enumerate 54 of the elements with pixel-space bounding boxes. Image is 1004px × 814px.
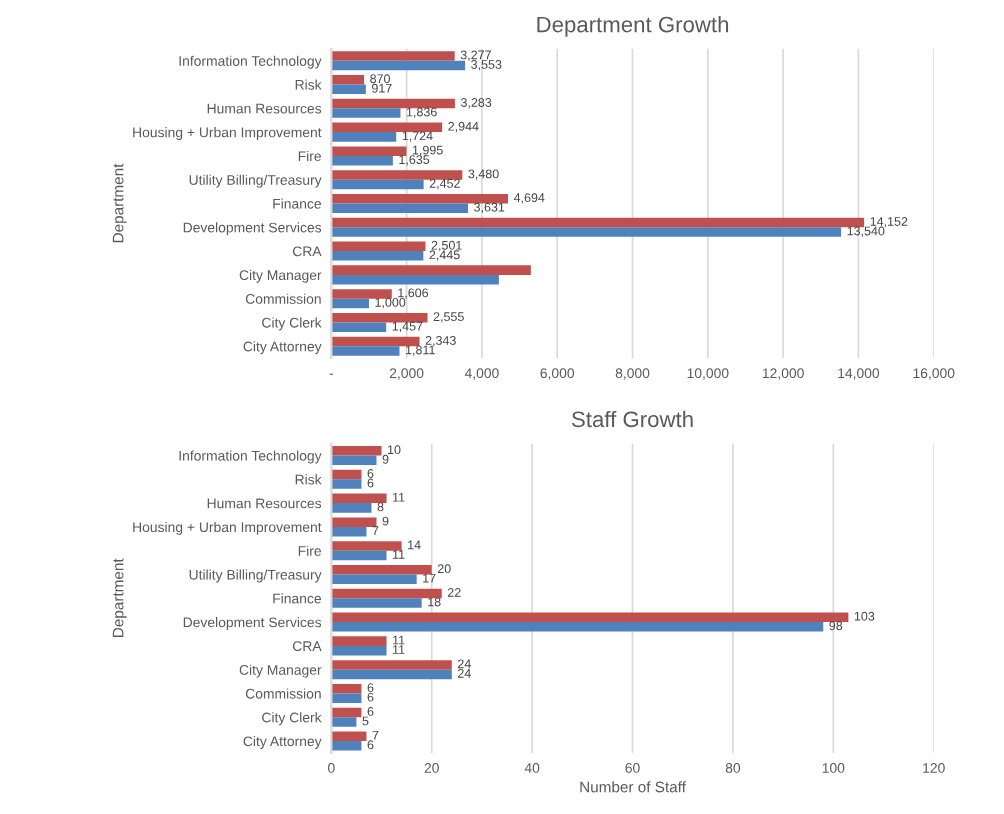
bar	[331, 541, 402, 551]
chart-title: Department Growth	[537, 16, 729, 37]
bar	[331, 84, 366, 95]
bar	[331, 479, 362, 489]
bar	[331, 741, 362, 751]
bar	[331, 265, 531, 275]
bar	[331, 241, 426, 252]
bar	[331, 469, 362, 480]
bar	[331, 622, 824, 632]
bar	[331, 636, 387, 646]
bar	[331, 336, 420, 347]
bar	[331, 683, 362, 694]
bar	[331, 170, 463, 180]
bar	[331, 227, 842, 237]
bar	[331, 660, 452, 670]
bar	[331, 217, 865, 228]
bar	[331, 574, 417, 585]
bar	[331, 60, 466, 71]
bar	[331, 717, 357, 727]
bar	[331, 446, 382, 456]
bar	[331, 612, 849, 623]
bar	[331, 346, 400, 356]
bar	[331, 645, 387, 656]
bar	[331, 155, 393, 166]
bar	[331, 108, 401, 118]
bar	[331, 122, 443, 133]
bar	[331, 588, 442, 599]
bar	[331, 707, 362, 718]
bar	[331, 179, 424, 190]
bar	[331, 51, 455, 61]
bar	[331, 517, 377, 527]
bar	[331, 322, 387, 332]
chart-title: Staff Growth	[571, 410, 693, 428]
bar	[331, 132, 397, 142]
bar	[331, 564, 432, 575]
bar	[331, 274, 499, 285]
bar	[331, 298, 369, 309]
bar	[331, 98, 455, 109]
bar	[331, 455, 377, 466]
bar	[331, 312, 428, 323]
bar	[331, 493, 387, 504]
bar	[331, 598, 422, 608]
bar	[331, 550, 387, 561]
bar	[331, 75, 365, 85]
bar	[331, 251, 424, 261]
bar	[331, 289, 392, 299]
bar	[331, 731, 367, 742]
bar	[331, 203, 469, 214]
bar	[331, 193, 509, 204]
bar	[331, 669, 452, 680]
bar	[331, 526, 367, 537]
bar	[331, 146, 407, 156]
bar	[331, 693, 362, 703]
bar	[331, 503, 372, 513]
